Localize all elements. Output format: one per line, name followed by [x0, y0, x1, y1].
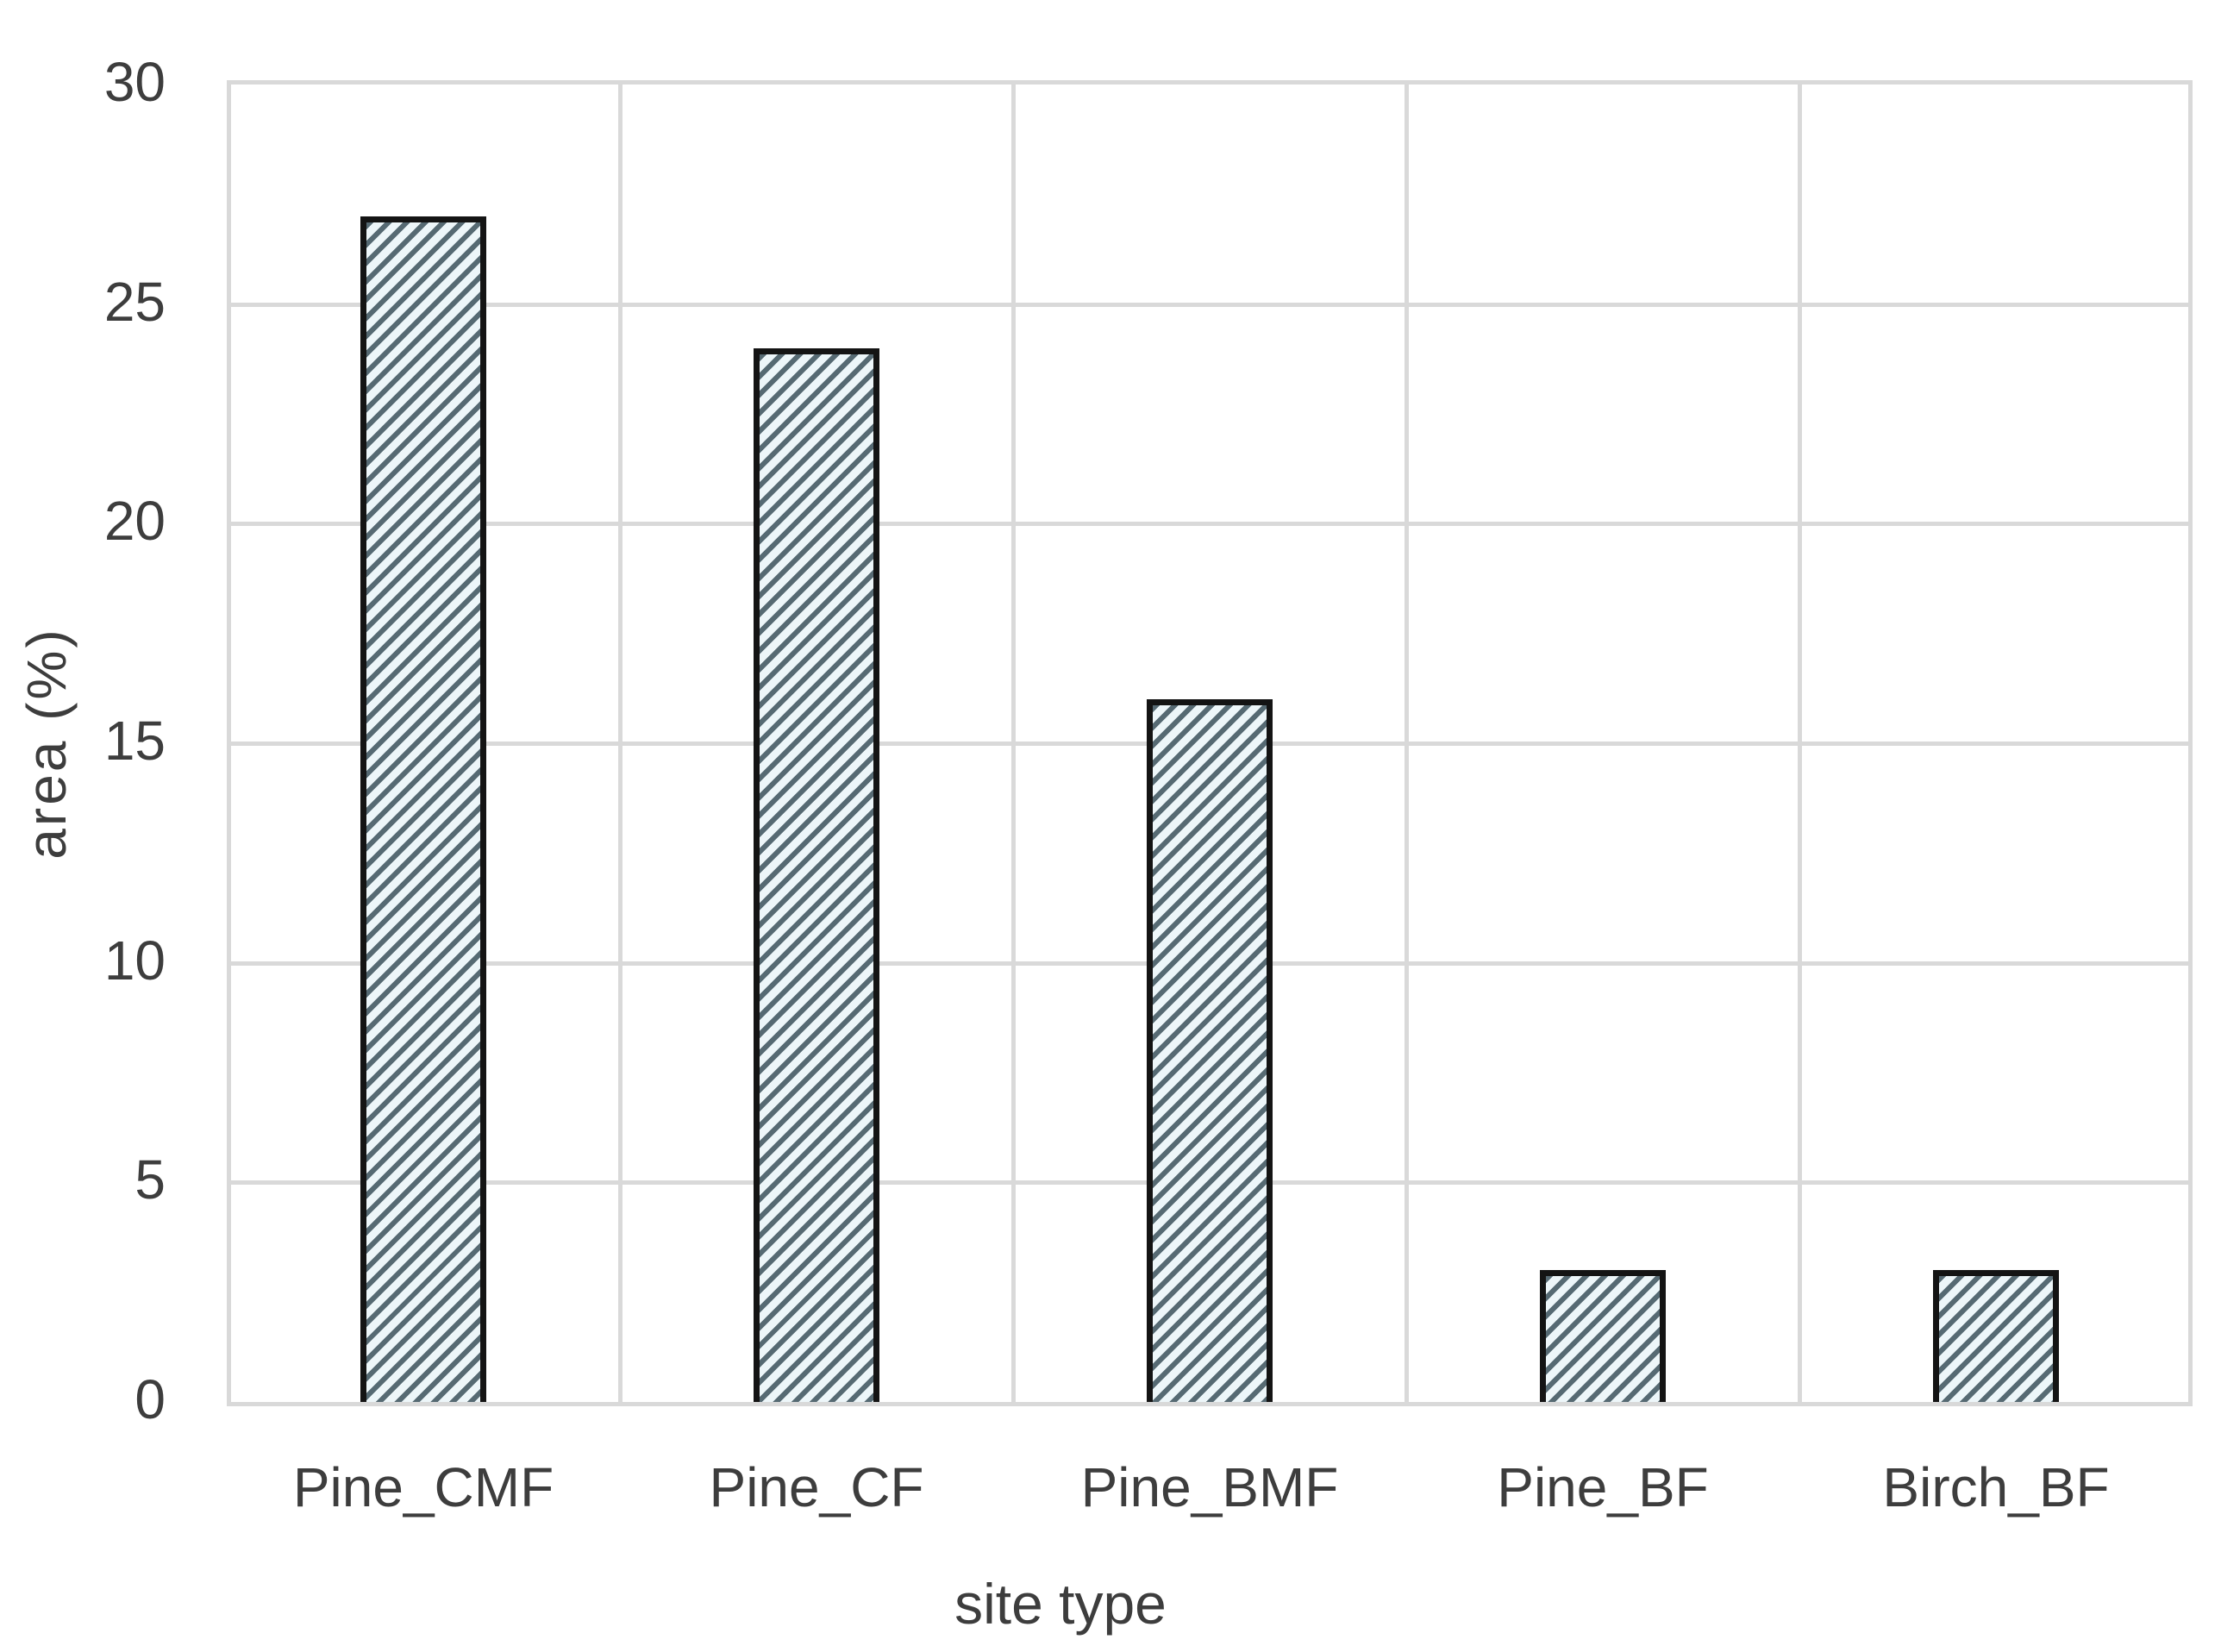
x-category-label: Pine_CF	[709, 1456, 924, 1518]
x-category-label: Birch_BF	[1882, 1456, 2110, 1518]
bar-Pine_BMF	[1147, 699, 1273, 1402]
gridline-vertical	[1798, 84, 1802, 1402]
x-category-label: Pine_CMF	[292, 1456, 554, 1518]
gridline-vertical	[618, 84, 623, 1402]
y-tick-label: 10	[103, 929, 166, 992]
gridline-vertical	[1405, 84, 1409, 1402]
y-tick-label: 5	[135, 1148, 166, 1211]
y-tick-label: 25	[103, 270, 166, 333]
bar-Pine_CMF	[360, 216, 486, 1402]
bar-Pine_BF	[1540, 1270, 1666, 1402]
gridline-horizontal	[231, 522, 2188, 527]
y-tick-label: 30	[103, 51, 166, 113]
y-tick-label: 0	[135, 1368, 166, 1430]
y-axis-title: area (%)	[16, 627, 78, 860]
gridline-vertical	[1011, 84, 1016, 1402]
bar-Pine_CF	[754, 348, 879, 1402]
x-category-label: Pine_BMF	[1080, 1456, 1339, 1518]
y-tick-label: 15	[103, 710, 166, 772]
plot-area	[227, 80, 2193, 1406]
y-tick-label: 20	[103, 490, 166, 553]
gridline-horizontal	[231, 302, 2188, 307]
x-axis-title: site type	[954, 1572, 1167, 1636]
bar-Birch_BF	[1933, 1270, 2059, 1402]
x-category-label: Pine_BF	[1497, 1456, 1709, 1518]
